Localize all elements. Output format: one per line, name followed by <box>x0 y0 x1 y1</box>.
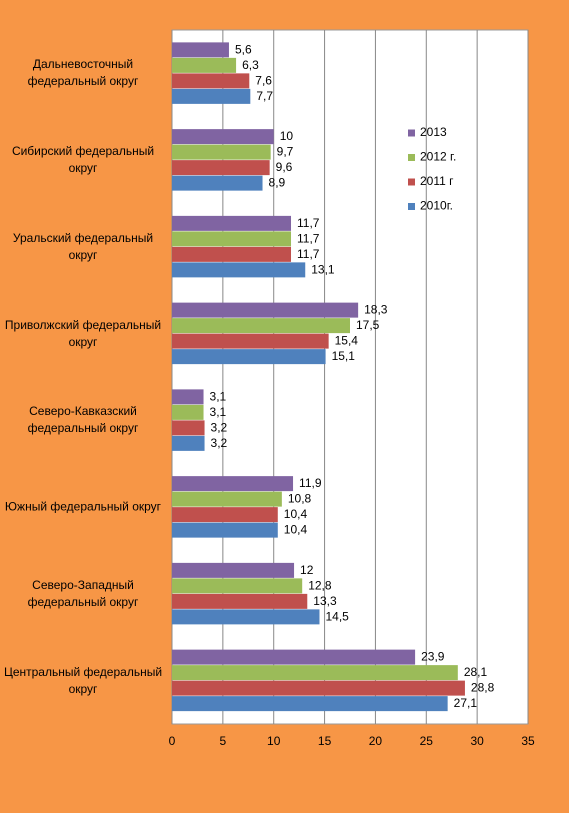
category-label: Сибирский федеральный округ <box>11 144 155 176</box>
category-label: Дальневосточный федеральный округ <box>27 57 139 89</box>
value-label: 3,2 <box>211 420 228 434</box>
legend-label: 2013 <box>420 125 447 139</box>
bar <box>172 522 278 538</box>
bar <box>172 507 278 523</box>
bar <box>172 333 329 349</box>
bar <box>172 562 295 578</box>
legend-swatch <box>408 178 415 186</box>
value-label: 3,1 <box>210 389 227 403</box>
bar <box>172 593 308 609</box>
bar <box>172 231 292 247</box>
legend-swatch <box>408 154 415 161</box>
x-tick-label: 15 <box>318 734 332 748</box>
legend-label: 2011 г <box>420 174 454 188</box>
bar <box>172 262 306 278</box>
bar <box>172 349 326 365</box>
bar <box>172 129 274 145</box>
bar <box>172 175 263 191</box>
x-tick-label: 20 <box>369 734 383 748</box>
value-label: 28,8 <box>471 681 495 695</box>
value-label: 15,4 <box>335 334 359 348</box>
value-label: 14,5 <box>325 609 349 623</box>
value-label: 11,7 <box>297 216 320 230</box>
bar <box>172 215 292 231</box>
value-label: 11,7 <box>297 247 320 261</box>
bar <box>172 680 465 696</box>
value-label: 5,6 <box>235 42 252 56</box>
bar <box>172 420 205 436</box>
category-label: Северо-Западный федеральный округ <box>27 577 139 609</box>
value-label: 7,7 <box>256 89 273 103</box>
bar <box>172 404 204 420</box>
value-label: 3,1 <box>210 405 227 419</box>
x-tick-label: 25 <box>420 734 434 748</box>
bar <box>172 389 204 405</box>
bar <box>172 696 448 712</box>
value-label: 27,1 <box>454 696 478 710</box>
bar <box>172 246 292 262</box>
x-tick-label: 5 <box>220 734 227 748</box>
value-label: 28,1 <box>464 665 488 679</box>
value-label: 10,4 <box>284 523 308 537</box>
value-label: 10,4 <box>284 507 308 521</box>
value-label: 3,2 <box>211 436 228 450</box>
legend-swatch <box>408 203 415 210</box>
bar <box>172 476 294 492</box>
bar <box>172 665 458 681</box>
bar <box>172 160 270 176</box>
category-label: Южный федеральный округ <box>4 499 162 514</box>
legend-label: 2010г. <box>420 199 453 213</box>
value-label: 10,8 <box>288 492 312 506</box>
bar <box>172 57 237 73</box>
bar <box>172 649 416 665</box>
value-label: 17,5 <box>356 318 380 332</box>
x-tick-label: 30 <box>470 734 484 748</box>
category-label: Уральский федеральный округ <box>12 230 154 262</box>
bar <box>172 144 271 160</box>
value-label: 10 <box>280 129 294 143</box>
x-tick-label: 0 <box>169 734 176 748</box>
bar <box>172 491 282 507</box>
bar <box>172 73 250 89</box>
value-label: 23,9 <box>421 650 445 664</box>
bar <box>172 42 229 58</box>
legend-swatch <box>408 129 415 137</box>
bar <box>172 578 303 594</box>
value-label: 11,7 <box>297 231 320 245</box>
value-label: 6,3 <box>242 58 259 72</box>
value-label: 9,6 <box>276 160 293 174</box>
bar <box>172 318 350 334</box>
category-label: Центральный федеральный округ <box>3 664 163 696</box>
value-label: 7,6 <box>255 73 272 87</box>
value-label: 18,3 <box>364 303 388 317</box>
value-label: 13,1 <box>311 262 335 276</box>
value-label: 11,9 <box>299 476 322 490</box>
bar <box>172 88 251 104</box>
bar <box>172 435 205 451</box>
category-label: Приволжский федеральный округ <box>4 317 162 349</box>
bar <box>172 609 320 625</box>
bar <box>172 302 359 318</box>
category-label: Северо-Кавказский федеральный округ <box>27 404 139 436</box>
value-label: 12 <box>300 563 314 577</box>
value-label: 12,8 <box>308 578 332 592</box>
value-label: 8,9 <box>269 176 286 190</box>
x-tick-label: 35 <box>521 734 535 748</box>
legend-label: 2012 г. <box>420 150 456 164</box>
value-label: 9,7 <box>277 145 294 159</box>
value-label: 15,1 <box>332 349 356 363</box>
x-tick-label: 10 <box>267 734 281 748</box>
value-label: 13,3 <box>313 594 337 608</box>
